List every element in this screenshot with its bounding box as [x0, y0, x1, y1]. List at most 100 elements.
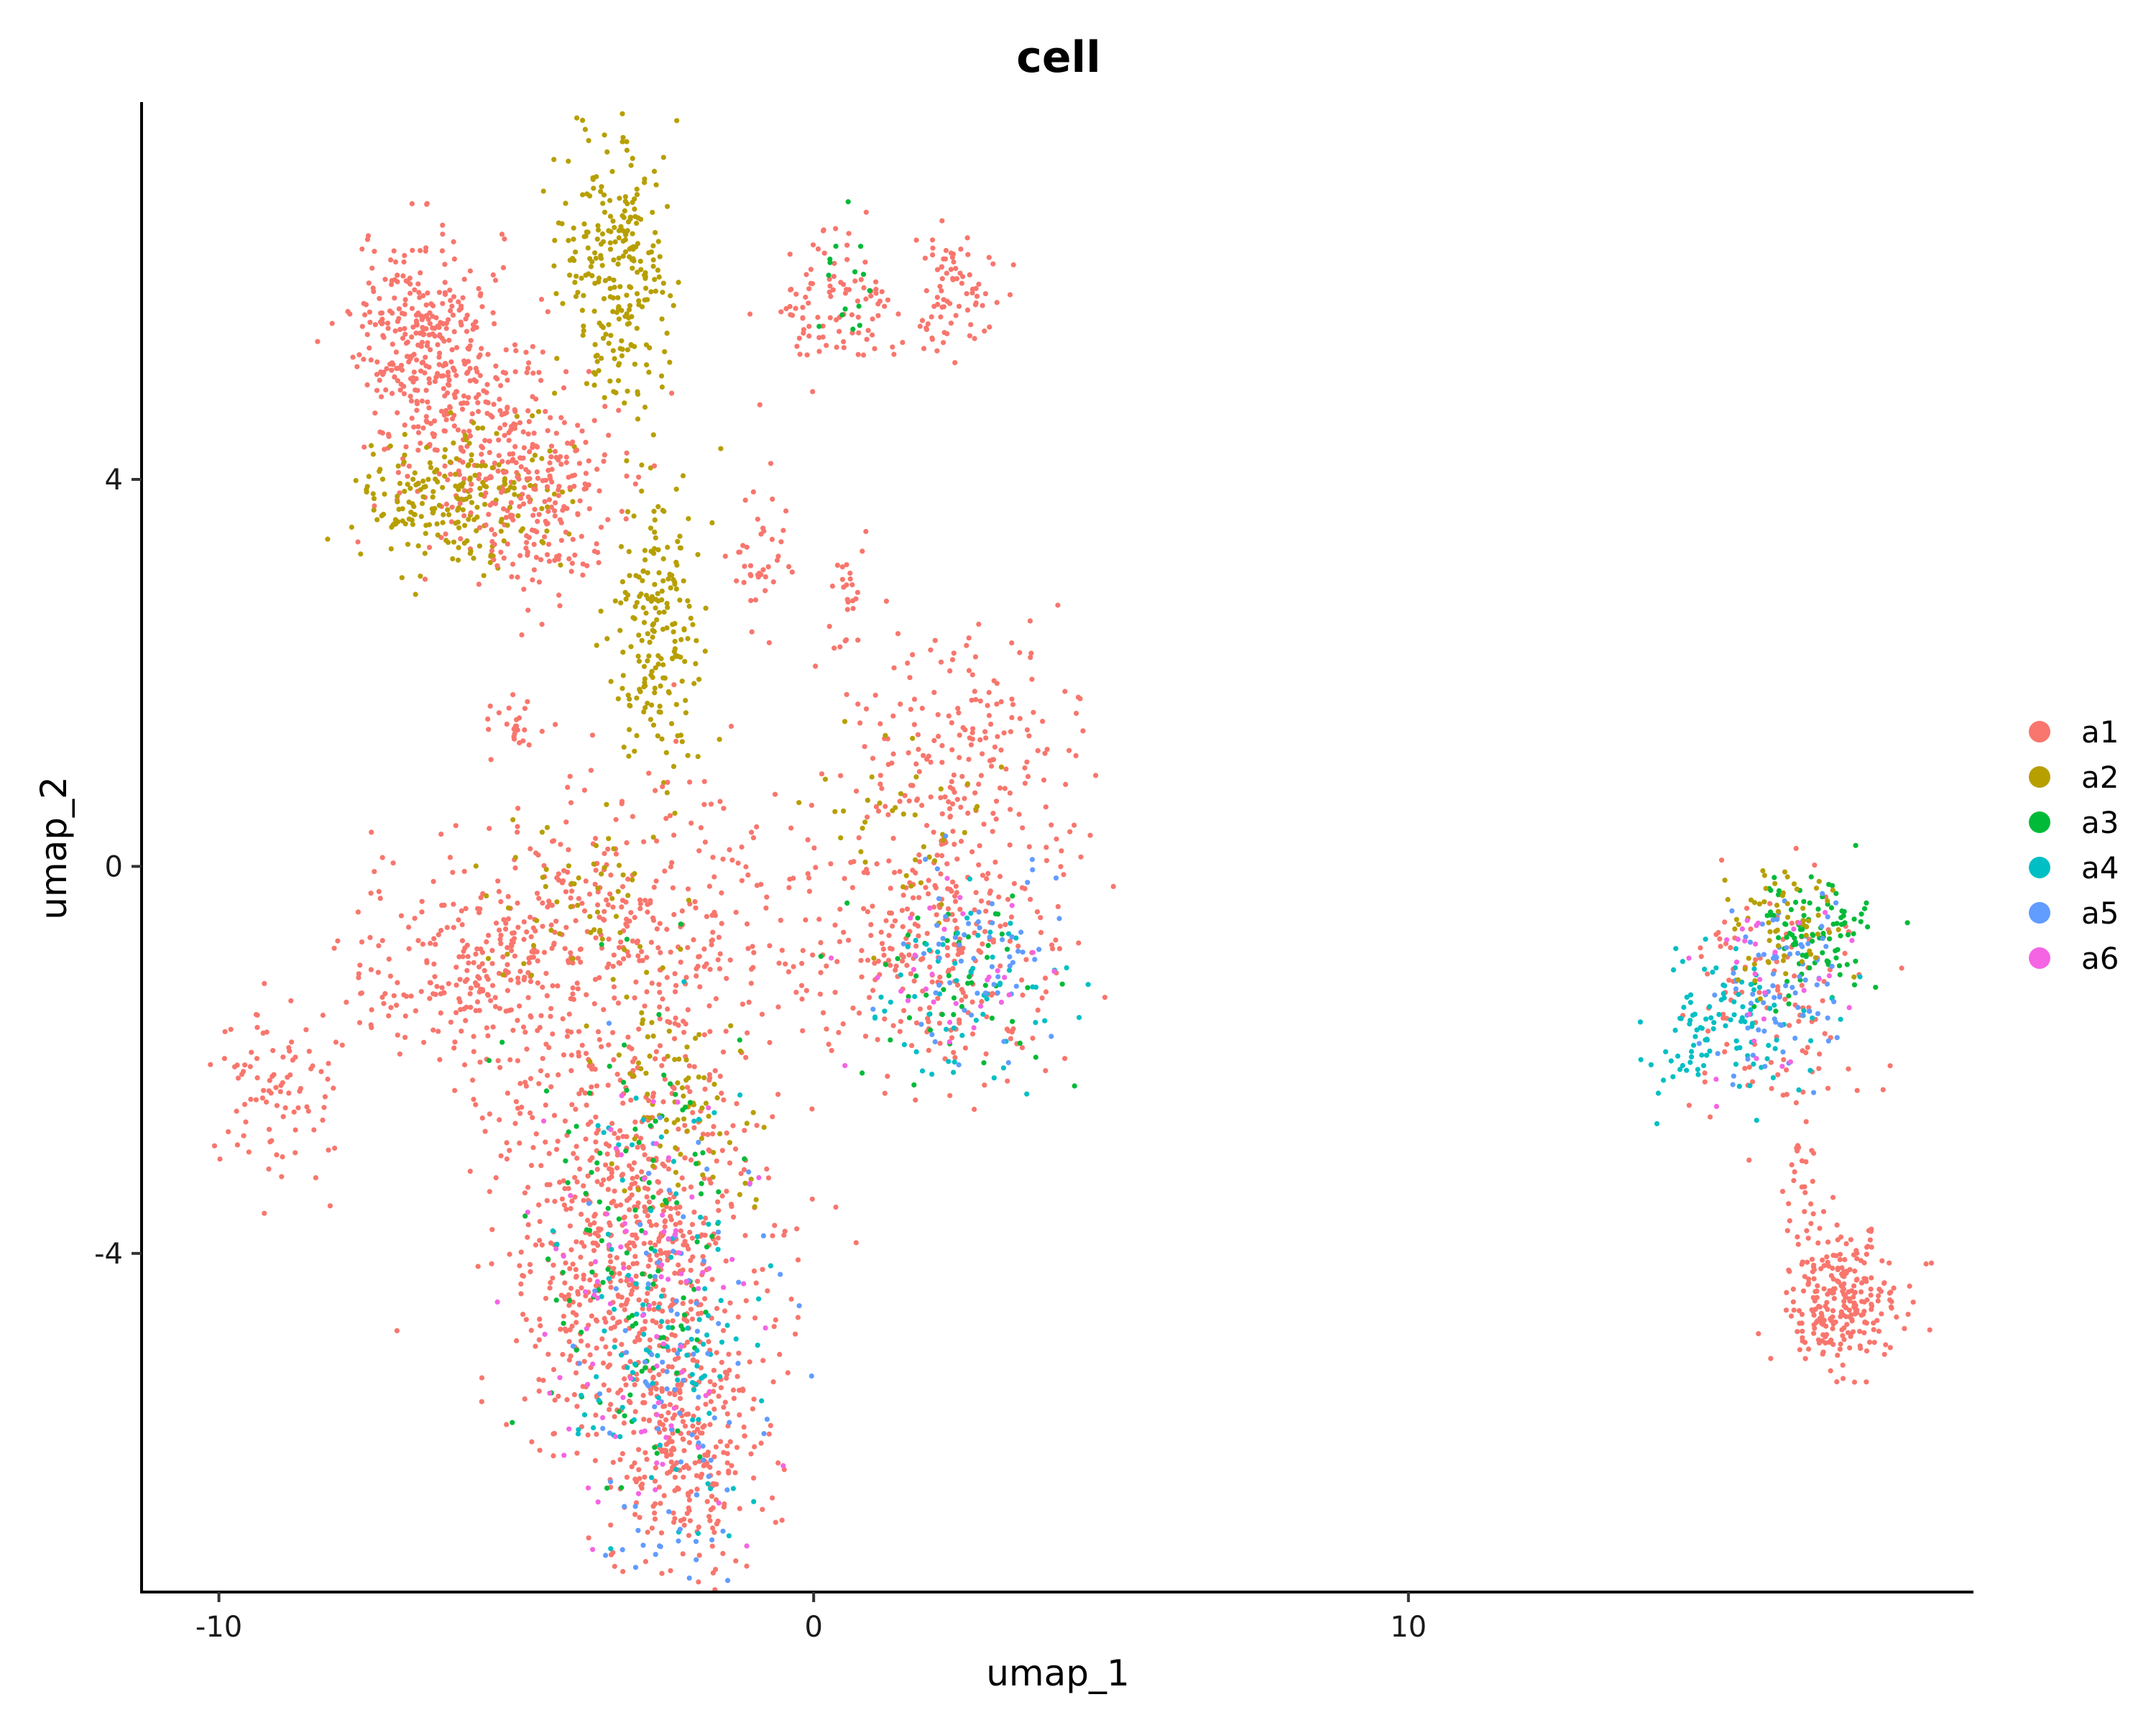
point-a3 — [1776, 892, 1782, 898]
point-a1 — [748, 980, 754, 986]
point-a2 — [625, 347, 631, 353]
point-a5 — [640, 1542, 646, 1548]
point-a1 — [468, 1004, 474, 1011]
point-a1 — [465, 369, 471, 375]
point-a1 — [856, 330, 862, 336]
point-a1 — [709, 912, 715, 918]
point-a3 — [709, 1233, 715, 1239]
point-a2 — [434, 521, 440, 527]
point-a1 — [957, 1017, 962, 1023]
point-a1 — [930, 237, 936, 243]
point-a1 — [668, 949, 673, 955]
point-a1 — [530, 1145, 536, 1151]
point-a3 — [543, 1088, 550, 1094]
point-a2 — [612, 239, 618, 245]
point-a1 — [391, 248, 397, 254]
point-a1 — [515, 980, 521, 985]
point-a2 — [679, 739, 685, 745]
point-a2 — [451, 440, 456, 446]
point-a2 — [598, 242, 604, 247]
point-a1 — [713, 1240, 719, 1246]
point-a1 — [380, 333, 386, 339]
point-a1 — [895, 311, 901, 317]
point-a1 — [596, 560, 602, 566]
point-a1 — [909, 1043, 915, 1049]
point-a3 — [650, 1157, 656, 1163]
point-a1 — [446, 337, 452, 344]
point-a1 — [1728, 944, 1733, 951]
point-a5 — [649, 1352, 655, 1358]
point-a2 — [696, 676, 702, 682]
point-a1 — [452, 1087, 458, 1093]
point-a1 — [425, 399, 430, 405]
point-a2 — [728, 1023, 734, 1029]
point-a1 — [1061, 872, 1067, 878]
point-a1 — [573, 1320, 579, 1325]
point-a2 — [869, 774, 875, 780]
point-a2 — [672, 810, 678, 816]
point-a5 — [675, 1351, 681, 1356]
point-a1 — [839, 576, 845, 582]
point-a1 — [470, 322, 476, 328]
point-a3 — [1810, 932, 1815, 937]
point-a1 — [766, 640, 772, 645]
point-a3 — [1793, 899, 1799, 905]
point-a1 — [505, 377, 510, 383]
point-a1 — [521, 937, 527, 942]
point-a1 — [523, 1317, 529, 1322]
point-a1 — [624, 1278, 630, 1284]
point-a1 — [552, 448, 558, 454]
point-a1 — [1025, 773, 1031, 779]
point-a1 — [492, 501, 499, 507]
point-a1 — [498, 898, 504, 905]
point-a1 — [1058, 864, 1064, 870]
point-a3 — [982, 983, 988, 988]
point-a1 — [916, 895, 922, 901]
point-a1 — [453, 345, 460, 351]
point-a1 — [443, 417, 449, 423]
point-a1 — [824, 1026, 829, 1032]
point-a1 — [438, 408, 445, 414]
point-a1 — [569, 1323, 575, 1329]
point-a2 — [632, 616, 637, 622]
point-a3 — [674, 1200, 680, 1206]
point-a1 — [1775, 984, 1781, 990]
point-a1 — [1076, 940, 1082, 946]
point-a3 — [1833, 955, 1839, 961]
point-a1 — [653, 788, 658, 794]
point-a1 — [949, 657, 956, 663]
point-a1 — [574, 1155, 580, 1161]
point-a4 — [664, 1344, 671, 1350]
point-a1 — [1702, 1079, 1708, 1085]
point-a1 — [594, 541, 599, 547]
point-a1 — [638, 1136, 644, 1141]
point-a1 — [543, 477, 549, 483]
point-a3 — [951, 1012, 957, 1018]
point-a5 — [678, 1459, 684, 1465]
point-a1 — [533, 554, 540, 561]
point-a1 — [563, 369, 569, 374]
point-a1 — [627, 1282, 632, 1288]
point-a2 — [653, 230, 658, 236]
point-a1 — [517, 1003, 522, 1009]
point-a1 — [924, 931, 930, 937]
point-a6 — [590, 1547, 596, 1552]
point-a6 — [640, 1312, 646, 1318]
point-a6 — [642, 1230, 648, 1236]
point-a1 — [266, 1166, 272, 1172]
point-a1 — [395, 469, 402, 476]
point-a1 — [834, 562, 840, 569]
point-a1 — [460, 295, 466, 300]
point-a2 — [657, 1143, 663, 1149]
point-a3 — [860, 1070, 865, 1076]
point-a1 — [857, 720, 863, 726]
point-a6 — [594, 1279, 601, 1284]
point-a1 — [875, 808, 882, 814]
point-a2 — [744, 1121, 750, 1126]
point-a1 — [921, 346, 927, 351]
point-a2 — [505, 487, 511, 493]
point-a2 — [641, 709, 647, 715]
point-a2 — [675, 538, 681, 545]
point-a1 — [775, 1004, 781, 1010]
point-a1 — [849, 312, 854, 318]
